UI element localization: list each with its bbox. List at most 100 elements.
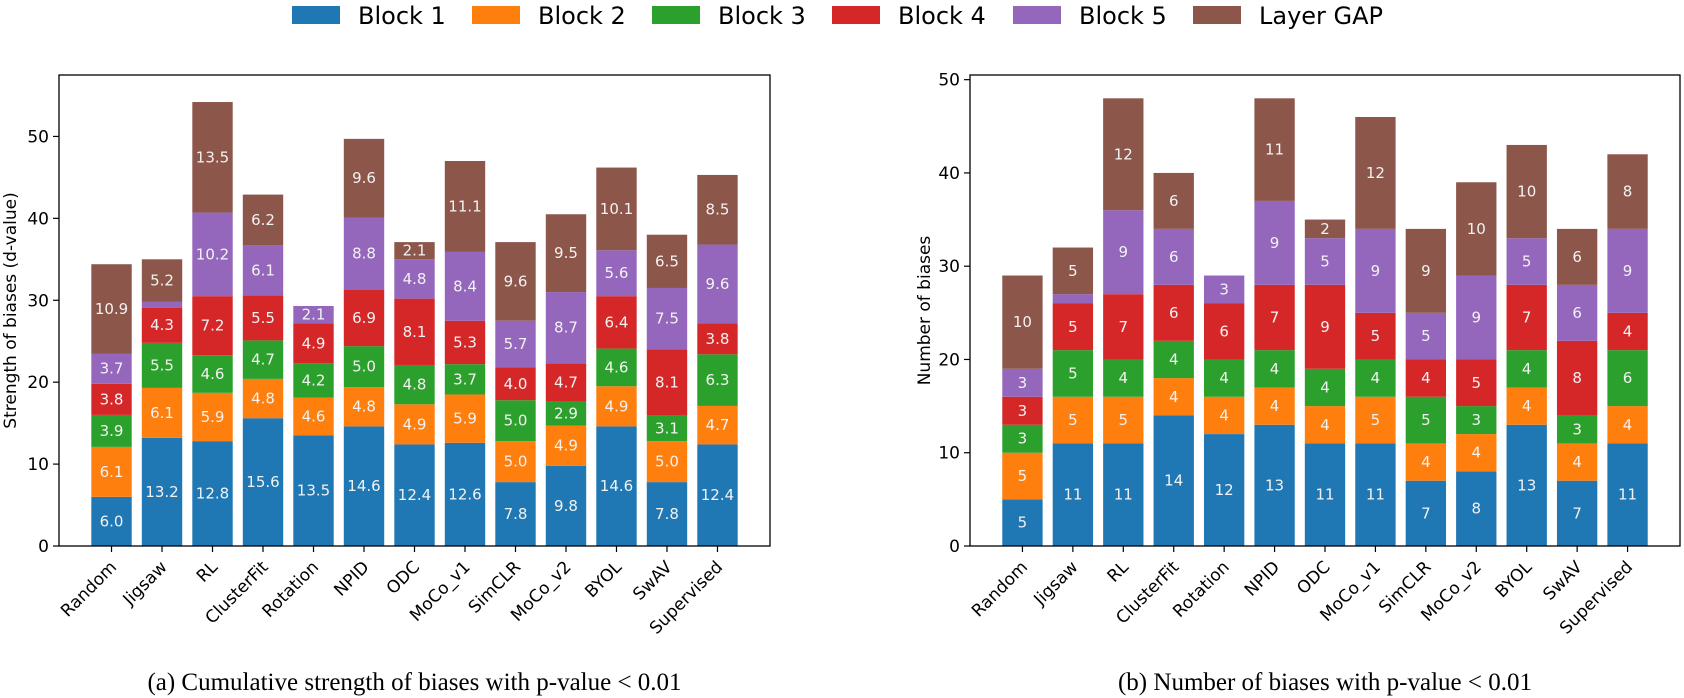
bar-npid-block-2: [343, 387, 385, 427]
y-tick-label: 40: [27, 209, 49, 229]
bar-npid-block-2: [1254, 387, 1295, 425]
data-label: 7.5: [655, 310, 679, 328]
bar-jigsaw-block-1: [141, 437, 183, 546]
data-label: 4: [1623, 322, 1633, 340]
data-label: 3.8: [100, 390, 124, 408]
data-label: 5: [1371, 411, 1381, 429]
legend-swatch-6: [1193, 6, 1241, 24]
data-label: 4: [1522, 360, 1532, 378]
bar-supervised-block-5: [697, 244, 738, 324]
bar-moco_v2-block-4: [545, 363, 587, 402]
x-tick-label: SwAV: [629, 557, 677, 605]
bar-npid-block-3: [1254, 350, 1295, 388]
bar-jigsaw-block-2: [1052, 396, 1094, 444]
bar-clusterfit-block-5: [242, 245, 284, 296]
bar-rl-layer-gap: [192, 102, 233, 213]
legend-label-6: Layer GAP: [1259, 2, 1383, 30]
data-label: 9.8: [554, 497, 578, 515]
bar-supervised-block-3: [697, 354, 738, 406]
bar-moco_v1-layer-gap: [444, 161, 486, 252]
bar-simclr-block-1: [1405, 480, 1447, 546]
data-label: 11: [1063, 486, 1082, 504]
bar-moco_v1-block-1: [1355, 443, 1396, 546]
data-label: 13.5: [196, 148, 229, 166]
data-label: 6.9: [352, 309, 376, 327]
data-label: 4: [1219, 406, 1229, 424]
bar-jigsaw-block-3: [1052, 350, 1094, 397]
y-tick-label: 20: [938, 350, 960, 370]
data-label: 7: [1522, 308, 1532, 326]
data-label: 4: [1169, 350, 1179, 368]
bar-simclr-block-5: [495, 320, 536, 368]
data-label: 14.6: [600, 477, 633, 495]
data-label: 3.1: [655, 419, 679, 437]
bar-rl-block-3: [192, 355, 233, 393]
data-label: 10.9: [95, 300, 128, 318]
bar-moco_v2-block-3: [545, 401, 587, 426]
data-label: 5.6: [605, 264, 629, 282]
data-label: 5.9: [201, 408, 225, 426]
bar-swav-block-4: [1556, 340, 1598, 416]
bar-moco_v1-block-2: [444, 394, 486, 443]
bar-moco_v1-block-4: [444, 320, 486, 365]
data-label: 4: [1572, 453, 1582, 471]
bar-byol-block-3: [596, 348, 637, 387]
data-label: 8: [1472, 500, 1482, 518]
data-label: 4.2: [302, 372, 326, 390]
data-label: 12: [1114, 145, 1133, 163]
bar-random-block-3: [1002, 424, 1043, 453]
bar-swav-block-1: [1556, 480, 1598, 546]
legend-label-4: Block 4: [898, 2, 986, 30]
data-label: 4: [1270, 397, 1280, 415]
x-tick-label: NPID: [1241, 557, 1284, 600]
bar-byol-block-1: [1506, 424, 1547, 546]
data-label: 4: [1320, 378, 1330, 396]
data-label: 7: [1119, 318, 1129, 336]
data-label: 4.3: [150, 316, 174, 334]
data-label: 4: [1522, 397, 1532, 415]
bar-clusterfit-block-1: [242, 418, 284, 546]
data-label: 5.3: [453, 333, 477, 351]
bar-moco_v2-block-2: [545, 425, 587, 466]
bar-supervised-layer-gap: [1607, 154, 1648, 229]
data-label: 7.8: [504, 505, 528, 523]
bar-clusterfit-block-1: [1153, 415, 1194, 546]
x-tick-label: BYOL: [581, 557, 626, 602]
data-label: 4.7: [554, 374, 578, 392]
data-label: 6.3: [706, 371, 730, 389]
data-label: 3: [1018, 374, 1028, 392]
bar-jigsaw-block-5: [1052, 294, 1094, 304]
data-label: 4.9: [403, 415, 427, 433]
data-label: 6.0: [100, 512, 124, 530]
y-tick-label: 0: [38, 537, 49, 557]
data-label: 3: [1018, 402, 1028, 420]
data-label: 5: [1421, 411, 1431, 429]
caption: (a) Cumulative strength of biases with p…: [147, 669, 681, 696]
legend-swatch-2: [472, 6, 520, 24]
data-label: 8.1: [403, 323, 427, 341]
bar-swav-layer-gap: [646, 234, 688, 288]
data-label: 4: [1421, 369, 1431, 387]
data-label: 6.5: [655, 252, 679, 270]
bar-rl-block-1: [192, 441, 233, 546]
bar-rl-block-5: [1103, 210, 1144, 295]
bar-npid-block-5: [1254, 200, 1295, 285]
y-tick-label: 50: [27, 127, 49, 147]
data-label: 4: [1472, 444, 1482, 462]
bar-random-block-1: [91, 496, 132, 546]
x-tick-label: NPID: [330, 557, 373, 600]
data-label: 9.6: [504, 272, 528, 290]
legend-label-5: Block 5: [1079, 2, 1167, 30]
bar-random-block-3: [91, 414, 132, 447]
bar-simclr-block-4: [495, 367, 536, 401]
data-label: 10: [1467, 220, 1486, 238]
bar-moco_v1-block-5: [444, 251, 486, 321]
bar-npid-block-1: [1254, 424, 1295, 546]
data-label: 4.8: [251, 390, 275, 408]
data-label: 7.2: [201, 317, 225, 335]
data-label: 5: [1068, 262, 1078, 280]
x-tick-label: RL: [1104, 557, 1134, 587]
bar-odc-block-3: [394, 364, 435, 405]
x-tick-label: ODC: [383, 557, 424, 598]
x-tick-label: BYOL: [1492, 557, 1537, 602]
